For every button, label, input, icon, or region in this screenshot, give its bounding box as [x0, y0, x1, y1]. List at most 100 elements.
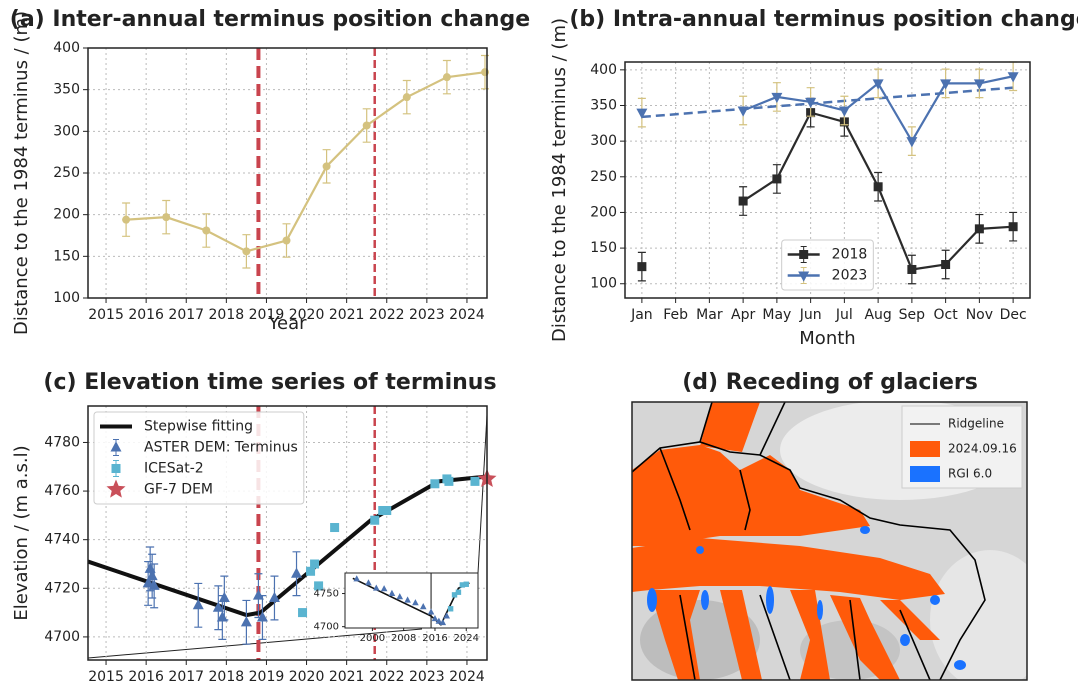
y-tick-label: 250	[53, 165, 80, 181]
legend-label: Stepwise fitting	[144, 419, 253, 435]
x-tick-label: 2023	[409, 669, 445, 685]
glacier-outline	[930, 595, 940, 605]
data-point	[637, 262, 647, 272]
data-point	[636, 108, 648, 119]
legend-marker	[106, 479, 126, 498]
data-point	[463, 581, 469, 587]
legend-marker	[799, 250, 809, 259]
glacier-outline	[900, 634, 910, 646]
y-tick-label: 200	[53, 207, 80, 223]
y-tick-label: 350	[590, 97, 617, 113]
data-point	[470, 476, 480, 486]
axes-frame	[87, 405, 488, 661]
x-tick-label: 2018	[209, 669, 245, 685]
data-point	[907, 264, 917, 274]
legend-label: 2018	[832, 247, 868, 263]
x-tick-label: Mar	[696, 307, 723, 323]
data-point	[353, 575, 361, 582]
data-point	[330, 523, 340, 533]
data-point	[268, 591, 280, 603]
legend-box	[93, 411, 305, 505]
y-tick-label: 300	[590, 133, 617, 149]
x-tick-label: 2024	[449, 669, 485, 685]
ridgeline	[679, 594, 696, 680]
x-tick-label: 2015	[88, 307, 124, 323]
legend-label: ICESat-2	[144, 461, 204, 477]
x-tick-label: 2024	[454, 633, 479, 644]
data-point	[242, 247, 251, 256]
legend-item: 2018	[787, 246, 868, 263]
data-point	[380, 585, 388, 592]
data-point	[142, 577, 154, 588]
data-point	[298, 608, 308, 618]
glacier-outline	[701, 590, 709, 610]
data-point	[737, 106, 749, 117]
legend-item: GF-7 DEM	[106, 479, 213, 498]
y-tick-label: 4720	[44, 580, 80, 596]
y-tick-label: 4700	[314, 622, 339, 633]
x-tick-label: 2020	[289, 669, 325, 685]
x-tick-label: Apr	[731, 307, 755, 323]
data-point	[212, 601, 224, 612]
chart-title: (b) Intra-annual terminus position chang…	[569, 7, 1078, 32]
glacier-area	[880, 600, 940, 640]
y-tick-label: 150	[53, 248, 80, 264]
y-tick-label: 4780	[44, 434, 80, 450]
zoom-line	[87, 628, 423, 659]
x-tick-label: Oct	[934, 307, 959, 323]
chart-title: (d) Receding of glaciers	[682, 370, 978, 395]
y-axis-label: Distance to the 1984 terminus / (m)	[549, 18, 570, 342]
y-tick-label: 400	[53, 40, 80, 56]
x-tick-label: 2008	[391, 633, 416, 644]
data-point	[738, 196, 748, 206]
legend-label: Ridgeline	[948, 417, 1004, 431]
axes-frame	[624, 61, 1031, 299]
trend-line	[641, 86, 1014, 119]
x-tick-label: 2017	[168, 669, 204, 685]
x-tick-label: 2000	[360, 633, 385, 644]
y-tick-label: 200	[590, 204, 617, 220]
glacier-outline	[766, 586, 774, 614]
x-tick-label: 2021	[329, 307, 365, 323]
legend: 2018 2023	[781, 239, 874, 291]
data-point	[404, 596, 411, 603]
legend-swatch	[910, 466, 940, 482]
legend-label: RGI 6.0	[948, 467, 992, 481]
x-tick-label: 2016	[128, 307, 164, 323]
glacier-outline	[696, 546, 704, 554]
legend-item: ICESat-2	[111, 460, 204, 477]
glacier-outline	[954, 660, 966, 670]
data-point	[941, 259, 951, 269]
x-tick-label: 2023	[409, 307, 445, 323]
data-point	[973, 79, 985, 90]
y-tick-label: 350	[53, 82, 80, 98]
glacier-area	[790, 590, 830, 680]
data-point	[772, 174, 782, 184]
data-point	[443, 612, 451, 619]
data-point	[805, 97, 817, 109]
data-point	[388, 589, 396, 596]
data-point	[872, 79, 884, 90]
chart-title: (c) Elevation time series of terminus	[43, 370, 496, 395]
legend-swatch	[910, 441, 940, 457]
legend-label: ASTER DEM: Terminus	[144, 440, 298, 456]
x-tick-label: 2020	[289, 307, 325, 323]
x-tick-label: 2022	[369, 669, 405, 685]
data-point	[444, 476, 454, 486]
data-point	[370, 515, 380, 525]
series-line	[126, 71, 486, 253]
glacier-outline	[817, 600, 823, 620]
data-point	[282, 236, 291, 245]
data-point	[1007, 72, 1019, 83]
x-axis-label: Year	[267, 313, 307, 334]
legend: Stepwise fitting ASTER DEM: Terminus ICESa…	[93, 411, 305, 505]
ridgeline	[739, 469, 751, 531]
data-point	[1008, 222, 1018, 232]
legend-label: 2023	[832, 268, 868, 284]
y-tick-label: 400	[590, 62, 617, 78]
x-tick-label: May	[762, 307, 791, 323]
ridgeline	[659, 447, 691, 531]
data-point	[974, 224, 984, 234]
